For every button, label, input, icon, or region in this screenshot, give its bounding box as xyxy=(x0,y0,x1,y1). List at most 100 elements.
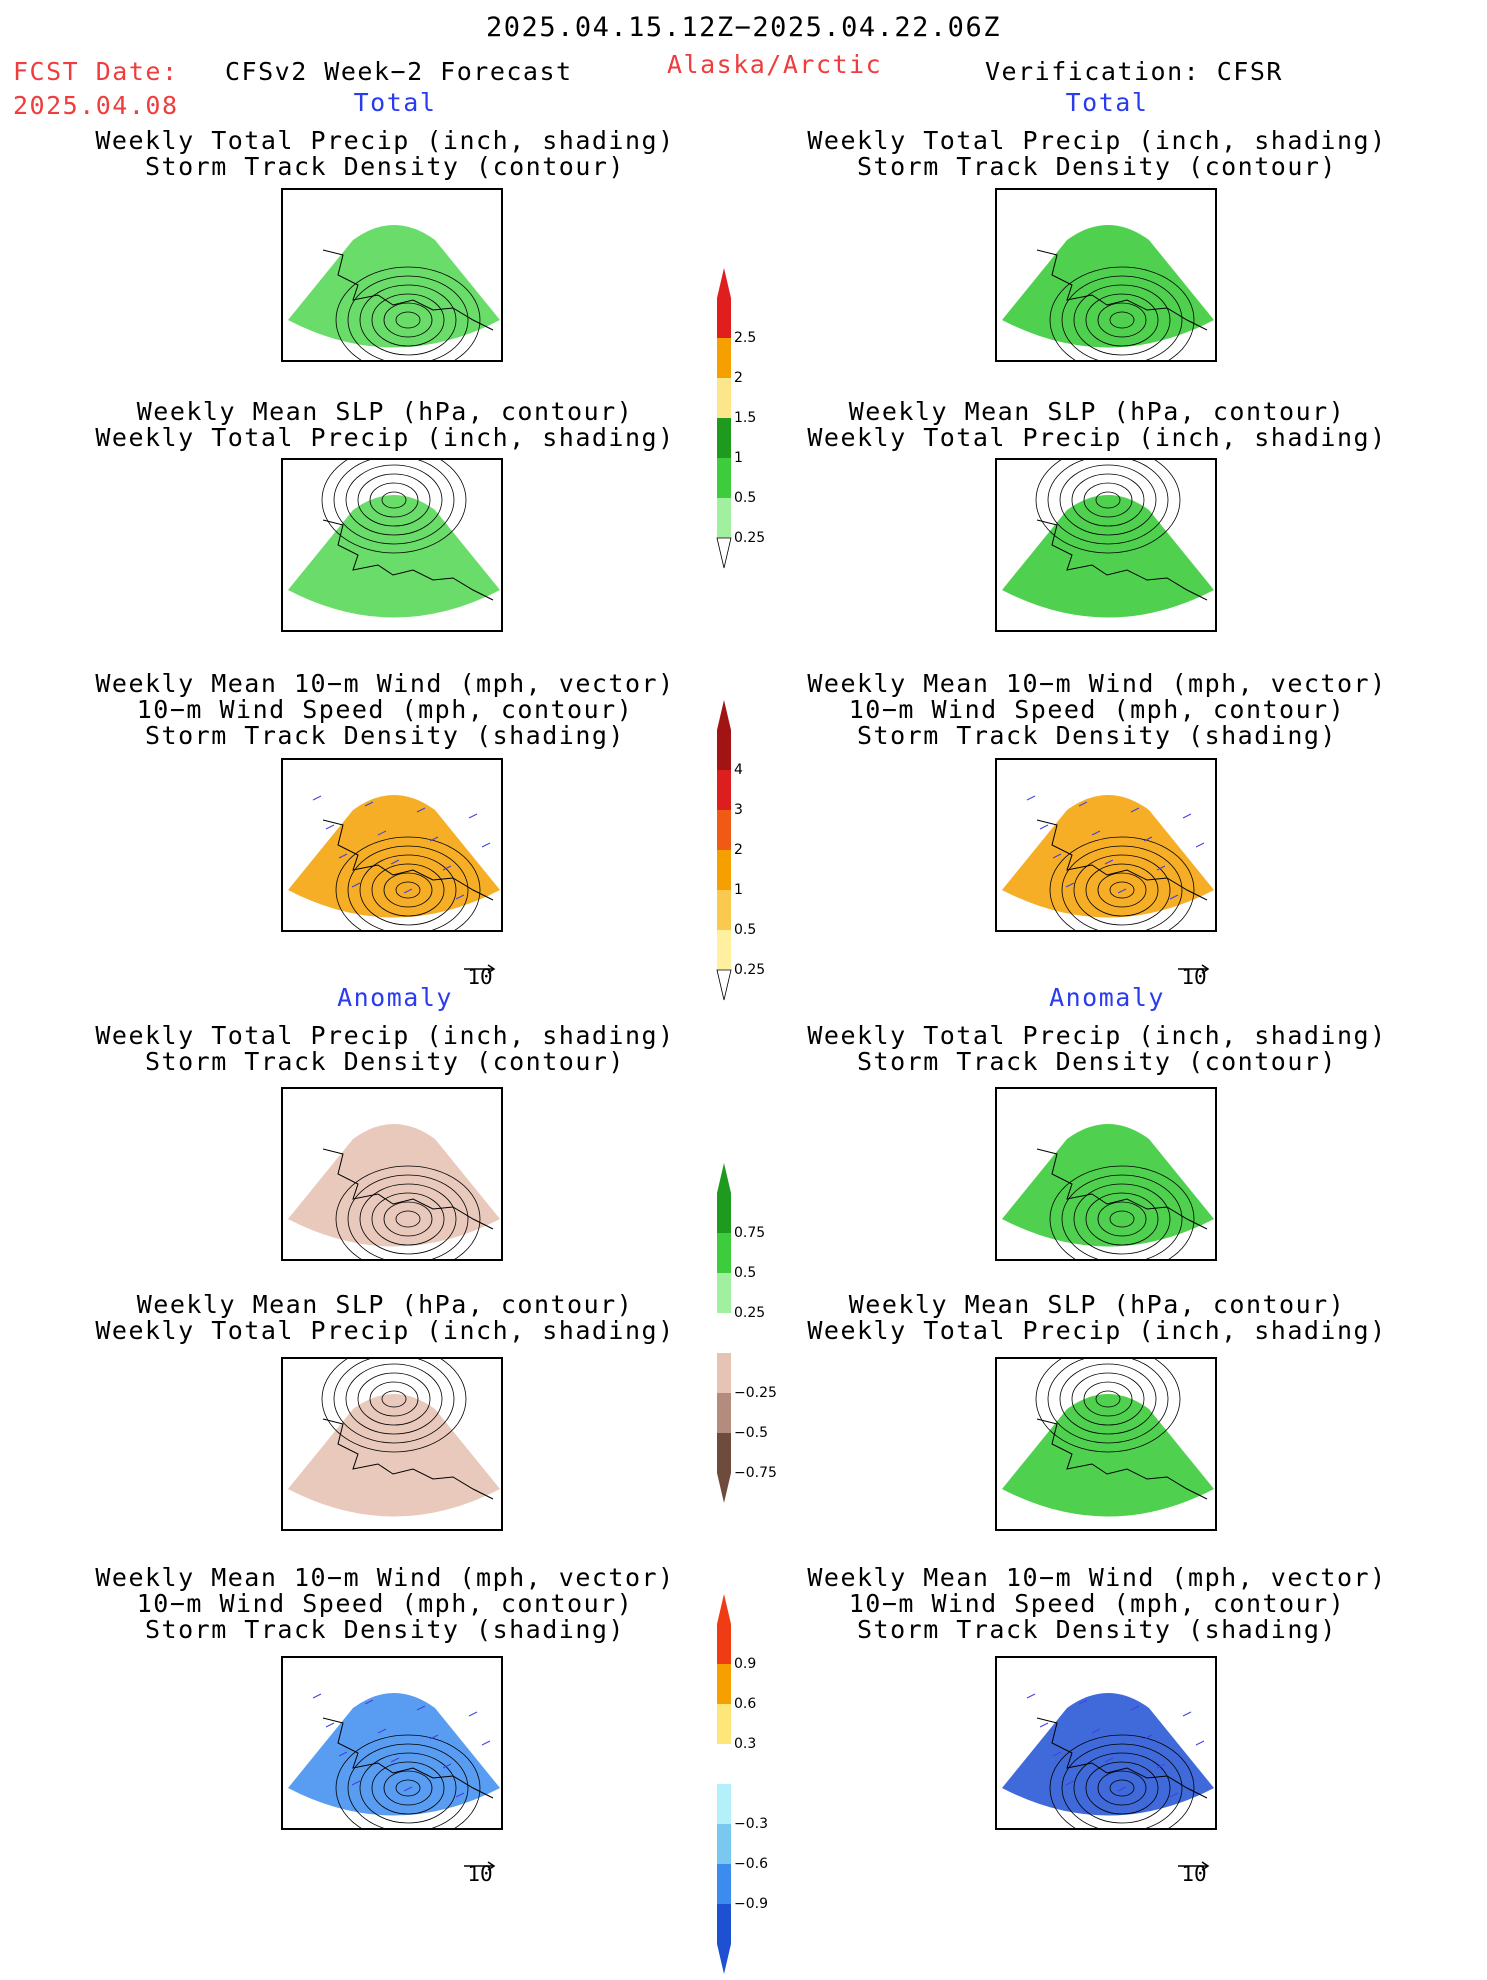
wind-vector xyxy=(1039,1722,1049,1728)
contour-line xyxy=(1035,1359,1181,1453)
colorbar-label: −0.5 xyxy=(734,1425,768,1441)
wind-vector xyxy=(338,853,348,859)
panel-title-line: Weekly Total Precip (inch, shading) xyxy=(95,1021,675,1050)
contour-line xyxy=(1047,460,1169,545)
contour-line xyxy=(371,863,445,917)
contour-line xyxy=(1109,311,1135,329)
wind-vector xyxy=(338,1751,348,1757)
contour-line xyxy=(1073,854,1171,926)
contour-line xyxy=(333,460,455,545)
contour-line xyxy=(395,881,421,899)
arrow-right-icon xyxy=(1174,955,1214,974)
arrow-right-icon xyxy=(1174,1852,1214,1871)
panel-title-line: Weekly Mean 10−m Wind (mph, vector) xyxy=(95,1563,675,1592)
colorbar-label: 2 xyxy=(734,842,743,858)
colorbar-end-top xyxy=(717,700,731,730)
wind-vector xyxy=(1182,1711,1192,1717)
colorbar-label: −0.25 xyxy=(734,1385,777,1401)
coastline xyxy=(1036,519,1208,601)
colorbar-label: −0.9 xyxy=(734,1896,768,1912)
wind-vector xyxy=(325,1722,335,1728)
map-precip-storm-anomaly-verification xyxy=(995,1087,1217,1261)
colorbar-label: 0.25 xyxy=(734,1305,766,1321)
panel-title-line: Weekly Total Precip (inch, shading) xyxy=(95,126,675,155)
contour-line xyxy=(1061,1743,1183,1828)
contour-line xyxy=(381,1390,407,1408)
contour-line xyxy=(347,275,469,360)
contour-line xyxy=(1073,1752,1171,1824)
colorbar-label: 1 xyxy=(734,450,743,466)
contour-line xyxy=(335,836,481,930)
colorbar-graphic xyxy=(717,1163,731,1503)
contour-line xyxy=(1097,872,1147,908)
colorbar-segment xyxy=(717,1433,731,1473)
contour-line xyxy=(357,1372,431,1426)
colorbar-label: −0.6 xyxy=(734,1856,768,1872)
wind-vector xyxy=(377,1728,387,1734)
coastline xyxy=(322,1418,494,1500)
colorbar-segment xyxy=(717,1353,731,1393)
colorbar-end-top xyxy=(717,268,731,298)
colorbar-segment xyxy=(717,1704,731,1744)
colorbar-label: 1 xyxy=(734,882,743,898)
map-wind-storm-total-forecast xyxy=(281,758,503,932)
wind-vector xyxy=(1104,1757,1114,1763)
colorbar-segment xyxy=(717,338,731,378)
section-anomaly-right: Anomaly xyxy=(1049,983,1165,1012)
contour-line xyxy=(359,1752,457,1824)
coastline xyxy=(1036,1418,1208,1500)
map-slp-precip-total-forecast xyxy=(281,458,503,632)
colorbar-segment xyxy=(717,378,731,418)
contour-line xyxy=(335,266,481,360)
contour-line xyxy=(1049,266,1195,360)
wind-vector xyxy=(455,1792,465,1798)
colorbar-segment xyxy=(717,458,731,498)
wind-vector xyxy=(1156,865,1166,871)
wind-vector xyxy=(403,1786,413,1792)
contour-line xyxy=(1059,464,1157,536)
contour-line xyxy=(347,845,469,930)
panel-title-line: Weekly Mean 10−m Wind (mph, vector) xyxy=(95,669,675,698)
colorbar-end-bottom xyxy=(716,537,732,569)
panel-title-line: 10−m Wind Speed (mph, contour) xyxy=(136,695,634,724)
wind-vector xyxy=(1130,1705,1140,1711)
panel-title-line: Weekly Mean SLP (hPa, contour) xyxy=(136,397,634,426)
contour-line xyxy=(335,1734,481,1828)
wind-vector xyxy=(1195,842,1205,848)
wind-vector xyxy=(351,882,361,888)
wind-vector xyxy=(1091,1728,1101,1734)
contour-line xyxy=(1097,302,1147,338)
contour-line xyxy=(1109,1210,1135,1228)
map-canvas xyxy=(288,1359,500,1517)
coastline xyxy=(322,519,494,601)
wind-vector xyxy=(468,813,478,819)
colorbar-segment xyxy=(717,730,731,770)
colorbar-segment xyxy=(717,1393,731,1433)
wind-vector xyxy=(312,795,322,801)
map-precip-storm-anomaly-forecast xyxy=(281,1087,503,1261)
map-slp-precip-total-verification xyxy=(995,458,1217,632)
wind-vector xyxy=(1169,894,1179,900)
wind-vector xyxy=(1039,824,1049,830)
map-slp-precip-anomaly-forecast xyxy=(281,1357,503,1531)
forecast-title: CFSv2 Week−2 Forecast xyxy=(225,57,573,86)
colorbar-label: 0.5 xyxy=(734,1265,757,1281)
shaded-field xyxy=(1002,495,1214,618)
wind-vector xyxy=(364,1699,374,1705)
contour-line xyxy=(383,302,433,338)
section-total-right: Total xyxy=(1065,88,1149,117)
colorbar-label: 0.25 xyxy=(734,530,766,546)
contour-line xyxy=(1097,1770,1147,1806)
colorbar-segment xyxy=(717,930,731,970)
colorbar-segment xyxy=(717,850,731,890)
map-canvas xyxy=(1002,795,1214,930)
contour-line xyxy=(383,872,433,908)
contour-line xyxy=(395,311,421,329)
colorbar-storm-anomaly: 0.9 0.6 0.3 −0.3 −0.6 −0.9 xyxy=(716,1594,768,1980)
arrow-right-icon xyxy=(460,1852,500,1871)
wind-vector xyxy=(403,888,413,894)
wind-vector xyxy=(1169,1792,1179,1798)
panel-title-line: Weekly Mean SLP (hPa, contour) xyxy=(848,397,1346,426)
panel-title-line: Storm Track Density (contour) xyxy=(145,152,625,181)
panel-title-line: Storm Track Density (contour) xyxy=(857,1047,1337,1076)
